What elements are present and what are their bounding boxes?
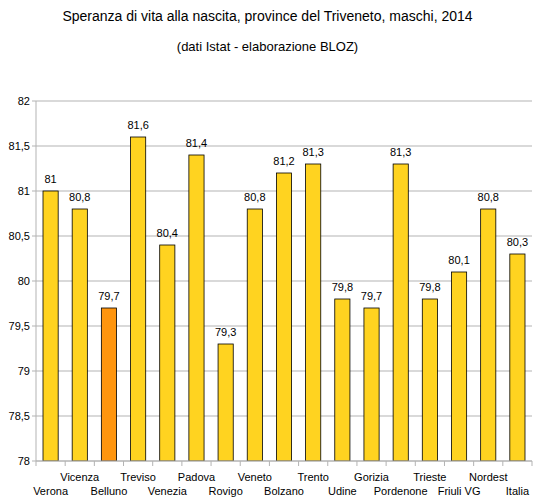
data-label: 81 <box>44 173 56 185</box>
category-label: Pordenone <box>374 485 428 497</box>
category-tick <box>240 461 241 466</box>
category-tick <box>181 461 182 466</box>
tick-mark <box>32 371 36 372</box>
chart: Speranza di vita alla nascita, province … <box>0 0 535 502</box>
data-label: 80,1 <box>448 254 469 266</box>
data-label: 79,7 <box>98 290 119 302</box>
data-label: 79,3 <box>215 326 236 338</box>
category-tick <box>123 461 124 466</box>
category-label: Nordest <box>469 471 508 483</box>
category-label: Treviso <box>120 471 156 483</box>
bar <box>510 254 525 461</box>
category-tick <box>473 461 474 466</box>
tick-label: 78,5 <box>9 410 30 422</box>
title: Speranza di vita alla nascita, province … <box>62 8 472 24</box>
category-tick <box>298 461 299 466</box>
data-label: 81,2 <box>273 155 294 167</box>
category-label: Vicenza <box>60 471 100 483</box>
tick-label: 78 <box>18 455 30 467</box>
category-label: Rovigo <box>209 485 243 497</box>
category-label: Padova <box>178 471 216 483</box>
tick-label: 80 <box>18 275 30 287</box>
category-tick <box>356 461 357 466</box>
tick-mark <box>32 191 36 192</box>
category-tick <box>502 461 503 466</box>
bar <box>451 272 466 461</box>
category-label: Udine <box>328 485 357 497</box>
category-tick <box>211 461 212 466</box>
tick-label: 79 <box>18 365 30 377</box>
category-tick <box>532 461 533 466</box>
data-label: 80,8 <box>244 191 265 203</box>
category-tick <box>386 461 387 466</box>
data-label: 81,4 <box>186 137 207 149</box>
category-label: Bolzano <box>264 485 304 497</box>
grid-line <box>36 101 532 102</box>
tick-mark <box>32 281 36 282</box>
category-tick <box>327 461 328 466</box>
bar <box>481 209 496 461</box>
grid-line <box>36 461 532 462</box>
data-label: 81,6 <box>127 119 148 131</box>
category-tick <box>36 461 37 466</box>
tick-mark <box>32 236 36 237</box>
bar <box>43 191 58 461</box>
subtitle: (dati Istat - elaborazione BLOZ) <box>177 39 358 54</box>
data-label: 80,8 <box>478 191 499 203</box>
bar <box>101 308 116 461</box>
bar <box>306 164 321 461</box>
grid-line <box>36 146 532 147</box>
y-axis <box>36 101 37 461</box>
category-tick <box>444 461 445 466</box>
category-label: Italia <box>506 485 530 497</box>
category-tick <box>415 461 416 466</box>
category-tick <box>269 461 270 466</box>
bar <box>247 209 262 461</box>
bar <box>276 173 291 461</box>
bar <box>393 164 408 461</box>
tick-mark <box>32 146 36 147</box>
category-label: Trento <box>297 471 328 483</box>
data-label: 80,8 <box>69 191 90 203</box>
category-label: Verona <box>33 485 69 497</box>
data-label: 80,3 <box>507 236 528 248</box>
category-tick <box>152 461 153 466</box>
data-label: 80,4 <box>157 227 178 239</box>
data-label: 79,8 <box>332 281 353 293</box>
bar <box>72 209 87 461</box>
bars <box>43 137 525 461</box>
tick-label: 81,5 <box>9 140 30 152</box>
category-label: Trieste <box>413 471 446 483</box>
bar <box>364 308 379 461</box>
tick-label: 81 <box>18 185 30 197</box>
tick-label: 82 <box>18 95 30 107</box>
bar <box>422 299 437 461</box>
tick-label: 80,5 <box>9 230 30 242</box>
tick-mark <box>32 326 36 327</box>
tick-label: 79,5 <box>9 320 30 332</box>
tick-mark <box>32 416 36 417</box>
data-label: 79,8 <box>419 281 440 293</box>
bar <box>218 344 233 461</box>
category-label: Friuli VG <box>438 485 481 497</box>
bar <box>160 245 175 461</box>
tick-mark <box>32 461 36 462</box>
bar <box>335 299 350 461</box>
data-label: 79,7 <box>361 290 382 302</box>
category-tick <box>65 461 66 466</box>
category-label: Veneto <box>238 471 272 483</box>
data-label: 81,3 <box>390 146 411 158</box>
category-tick <box>94 461 95 466</box>
tick-mark <box>32 101 36 102</box>
category-label: Gorizia <box>354 471 390 483</box>
category-label: Venezia <box>148 485 188 497</box>
x-axis <box>36 461 532 462</box>
bar <box>189 155 204 461</box>
bar <box>131 137 146 461</box>
category-label: Belluno <box>91 485 128 497</box>
data-label: 81,3 <box>302 146 323 158</box>
